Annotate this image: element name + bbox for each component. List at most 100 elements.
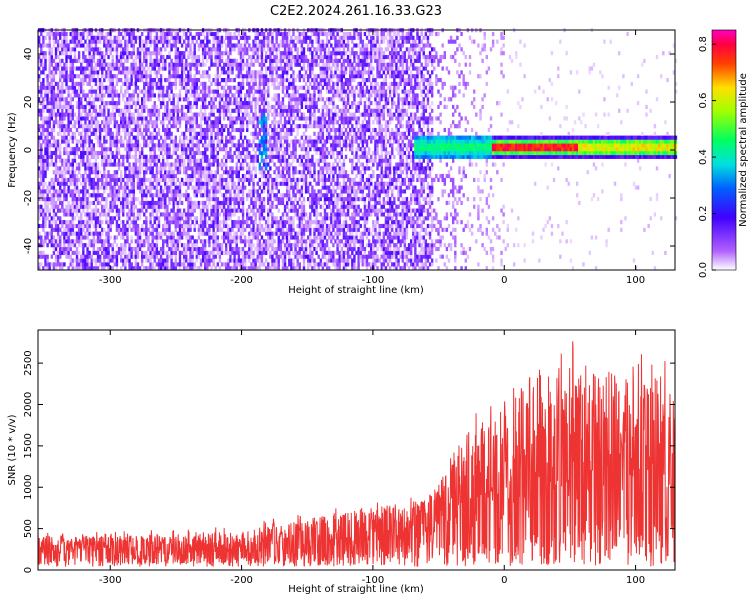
spectrogram-cell — [50, 51, 54, 56]
spectrogram-cell — [86, 112, 89, 117]
spectrogram-cell — [212, 212, 215, 217]
spectrogram-cell — [229, 78, 232, 83]
spectrogram-cell — [258, 97, 262, 102]
spectrogram-cell — [56, 204, 60, 209]
spectrogram-cell — [254, 74, 257, 79]
spectrogram-cell — [227, 35, 230, 40]
spectrogram-cell — [248, 89, 251, 94]
spectrogram-cell — [145, 35, 148, 40]
spectrogram-cell — [103, 101, 106, 106]
spectrogram-cell — [187, 200, 190, 206]
spectrogram-cell — [122, 143, 125, 148]
spectrogram-cell — [241, 216, 245, 221]
spectrogram-cell — [225, 139, 228, 144]
spectrogram-cell — [168, 54, 171, 60]
spectrogram-cell — [241, 181, 245, 186]
spectrogram-cell — [256, 58, 259, 63]
spectrogram-cell — [159, 135, 163, 140]
spectrogram-cell — [157, 204, 161, 209]
spectrogram-cell — [239, 74, 243, 79]
spectrogram-cell — [117, 58, 121, 63]
spectrogram-cell — [193, 116, 196, 121]
spectrogram-cell — [140, 262, 144, 267]
spectrogram-cell — [119, 197, 123, 202]
spectrogram-cell — [38, 124, 41, 129]
spectrogram-cell — [71, 220, 75, 225]
spectrogram-cell — [246, 266, 249, 271]
spectrogram-cell — [147, 66, 150, 71]
spectrogram-cell — [222, 93, 226, 98]
spectrogram-cell — [204, 246, 207, 252]
spectrogram-cell — [38, 127, 41, 133]
spectrogram-cell — [145, 177, 148, 182]
spectrogram-cell — [218, 174, 222, 179]
spectrogram-cell — [174, 223, 177, 229]
spectrogram-cell — [96, 177, 100, 182]
spectrogram-cell — [254, 78, 257, 83]
spectrogram-cell — [132, 101, 135, 106]
spectrogram-cell — [189, 147, 192, 152]
spectrogram-cell — [201, 70, 205, 75]
spectrogram-cell — [149, 97, 152, 102]
spectrogram-cell — [147, 254, 150, 259]
spectrogram-cell — [176, 101, 180, 106]
spectrogram-cell — [204, 258, 207, 263]
spectrogram-cell — [54, 51, 58, 56]
spectrogram-cell — [82, 162, 85, 167]
spectrogram-cell — [73, 258, 77, 263]
spectrogram-cell — [44, 189, 47, 194]
spectrogram-cell — [235, 223, 238, 229]
spectrogram-cell — [134, 197, 138, 202]
spectrogram-cell — [84, 54, 87, 60]
spectrogram-cell — [178, 54, 182, 60]
spectrogram-cell — [164, 212, 167, 217]
spectrogram-cell — [252, 212, 255, 217]
spectrogram-cell — [159, 246, 163, 252]
spectrogram-cell — [126, 258, 129, 263]
spectrogram-cell — [63, 208, 66, 213]
spectrogram-cell — [166, 189, 169, 194]
spectrogram-cell — [199, 208, 203, 213]
spectrogram-cell — [250, 220, 253, 225]
spectrogram-cell — [195, 54, 199, 60]
spectrogram-cell — [44, 43, 47, 48]
spectrogram-cell — [176, 58, 180, 63]
spectrogram-cell — [98, 78, 102, 83]
spectrogram-cell — [174, 120, 177, 125]
spectrogram-cell — [183, 147, 186, 152]
spectrogram-cell — [204, 135, 207, 140]
spectrogram-cell — [210, 135, 213, 140]
spectrogram-cell — [239, 89, 243, 94]
spectrogram-cell — [204, 70, 207, 75]
spectrogram-cell — [54, 70, 58, 75]
spectrogram-cell — [52, 220, 56, 225]
spectrogram-cell — [75, 239, 79, 244]
spectrogram-cell — [225, 185, 228, 190]
spectrogram-cell — [258, 204, 262, 209]
spectrogram-cell — [185, 197, 188, 202]
spectrogram-cell — [256, 246, 259, 252]
spectrogram-cell — [214, 74, 217, 79]
spectrogram-cell — [264, 120, 268, 125]
spectrogram-cell — [227, 185, 230, 190]
spectrogram-cell — [103, 43, 106, 48]
spectrogram-cell — [149, 89, 152, 94]
spectrogram-cell — [262, 204, 266, 209]
spectrogram-cell — [212, 204, 215, 209]
spectrogram-cell — [94, 250, 98, 255]
spectrogram-cell — [153, 235, 156, 240]
spectrogram-cell — [183, 246, 186, 252]
spectrogram-cell — [187, 262, 190, 267]
spectrogram-cell — [191, 124, 194, 129]
spectrogram-cell — [248, 177, 251, 182]
spectrogram-cell — [267, 162, 270, 167]
spectrogram-cell — [153, 216, 156, 221]
spectrogram-cell — [222, 216, 226, 221]
spectrogram-cell — [246, 166, 249, 171]
spectrogram-cell — [241, 35, 245, 40]
spectrogram-cell — [50, 81, 54, 86]
spectrogram-cell — [130, 35, 133, 40]
spectrogram-cell — [138, 89, 142, 94]
spectrogram-cell — [101, 93, 104, 98]
spectrogram-cell — [38, 58, 41, 63]
